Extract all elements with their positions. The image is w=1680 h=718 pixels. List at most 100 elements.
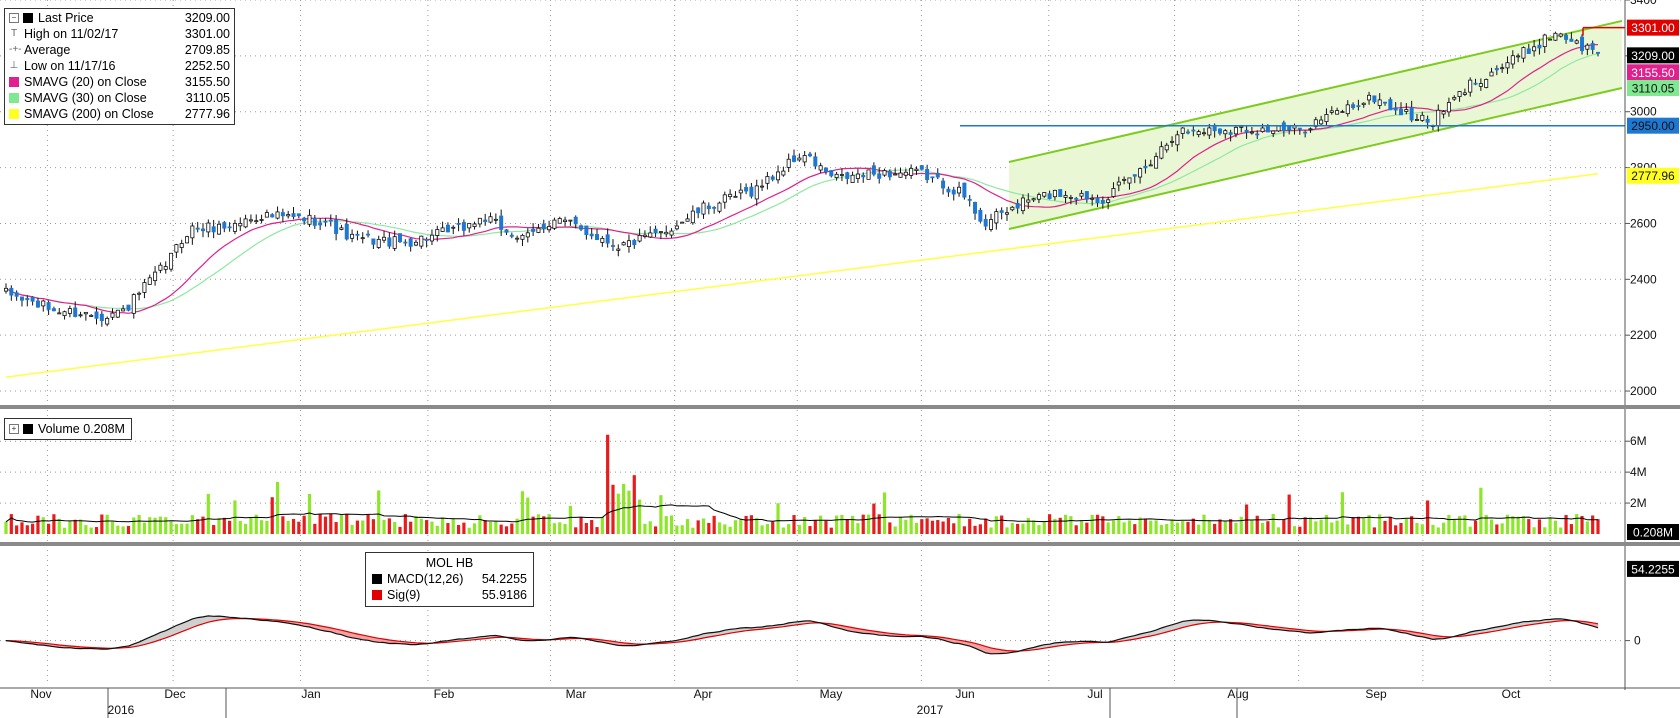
candle-down (813, 156, 818, 167)
volume-bar (1090, 514, 1094, 534)
volume-bar (1266, 521, 1270, 534)
volume-bar (606, 434, 610, 534)
candle-up (78, 314, 83, 317)
volume-bar (701, 518, 706, 534)
candle-up (216, 223, 221, 235)
candle-down (25, 297, 30, 301)
candle-up (1361, 102, 1366, 106)
candle-up (1436, 109, 1441, 127)
candle-up (515, 237, 520, 240)
candle-down (696, 207, 701, 214)
candle-up (1558, 33, 1563, 37)
volume-bar (1511, 516, 1515, 534)
candle-up (866, 169, 871, 180)
sma30-swatch (9, 93, 19, 103)
candle-up (110, 312, 115, 318)
candle-down (195, 227, 200, 230)
candle-up (1510, 55, 1515, 65)
month-label: May (820, 687, 843, 701)
volume-bar (494, 521, 498, 534)
volume-bar (1415, 523, 1419, 534)
volume-bar (744, 515, 748, 534)
volume-bar (4, 521, 8, 534)
macd-value-tag-bg (1627, 560, 1679, 577)
last-price-tag-bg (1627, 47, 1679, 64)
candle-down (1590, 43, 1595, 50)
volume-bar (355, 520, 360, 534)
candle-up (1249, 131, 1254, 134)
legend-label: Last Price (38, 11, 94, 25)
candle-up (552, 219, 557, 229)
price-tick-label: 2600 (1630, 216, 1657, 230)
candle-up (850, 174, 855, 183)
panel-separator (0, 405, 1680, 409)
volume-bar (281, 516, 285, 534)
volume-bar (243, 523, 248, 534)
candle-down (605, 234, 610, 244)
volume-bar (792, 515, 796, 534)
candle-down (499, 215, 504, 230)
legend-value: 0.208M (83, 422, 125, 436)
candle-down (1058, 189, 1063, 197)
candle-up (1116, 181, 1121, 186)
candle-down (1244, 129, 1249, 133)
candle-down (1356, 105, 1361, 108)
volume-bar (819, 515, 823, 534)
last-price-swatch (23, 13, 33, 23)
volume-bar (1058, 517, 1062, 534)
volume-bar (930, 520, 935, 534)
volume-bar (1559, 527, 1563, 534)
volume-bar (1037, 525, 1041, 534)
candle-up (557, 218, 562, 224)
volume-bar (1133, 524, 1137, 534)
volume-bar (419, 518, 423, 534)
candle-down (941, 180, 946, 189)
volume-bar (1079, 520, 1084, 534)
volume-bar (1330, 522, 1334, 534)
volume-bar (898, 516, 903, 534)
volume-bar (84, 525, 88, 534)
legend-label: Sig(9) (387, 588, 421, 602)
candle-down (1191, 129, 1196, 132)
volume-bar (664, 516, 668, 534)
volume-bar (866, 514, 871, 534)
volume-bar (190, 515, 194, 534)
candle-up (1201, 132, 1206, 135)
candle-up (1148, 164, 1153, 167)
candle-down (312, 218, 317, 226)
volume-bar (1553, 520, 1558, 534)
volume-bar (1074, 525, 1078, 534)
candle-up (1090, 197, 1095, 200)
candle-up (1335, 110, 1340, 115)
candle-down (387, 237, 392, 247)
candle-up (1324, 114, 1329, 122)
candle-up (733, 195, 738, 198)
macd-legend: MOL HB MACD(12,26) 54.2255 Sig(9) 55.918… (365, 552, 534, 607)
volume-bar (291, 518, 296, 534)
volume-bar (1500, 523, 1504, 534)
expand-toggle-icon[interactable]: + (9, 424, 19, 434)
volume-bar (717, 522, 722, 534)
candle-down (456, 223, 461, 225)
candle-up (1010, 206, 1015, 211)
sig-swatch (372, 590, 382, 600)
candle-up (238, 223, 243, 227)
candle-up (1031, 198, 1036, 201)
candle-down (509, 234, 514, 237)
volume-bar (675, 525, 679, 534)
security-name: MOL HB (425, 556, 474, 570)
candle-down (871, 165, 876, 175)
volume-bar (1298, 526, 1302, 534)
volume-bar (1527, 519, 1531, 534)
volume-bar (339, 514, 344, 534)
candle-up (206, 222, 211, 233)
volume-bar (110, 521, 115, 534)
volume-bar (504, 526, 509, 534)
collapse-toggle-icon[interactable]: − (9, 13, 19, 23)
volume-bar (1521, 516, 1526, 534)
candle-up (1516, 55, 1521, 58)
candle-up (1452, 97, 1457, 100)
volume-bar (877, 514, 881, 534)
candle-down (1132, 174, 1137, 177)
